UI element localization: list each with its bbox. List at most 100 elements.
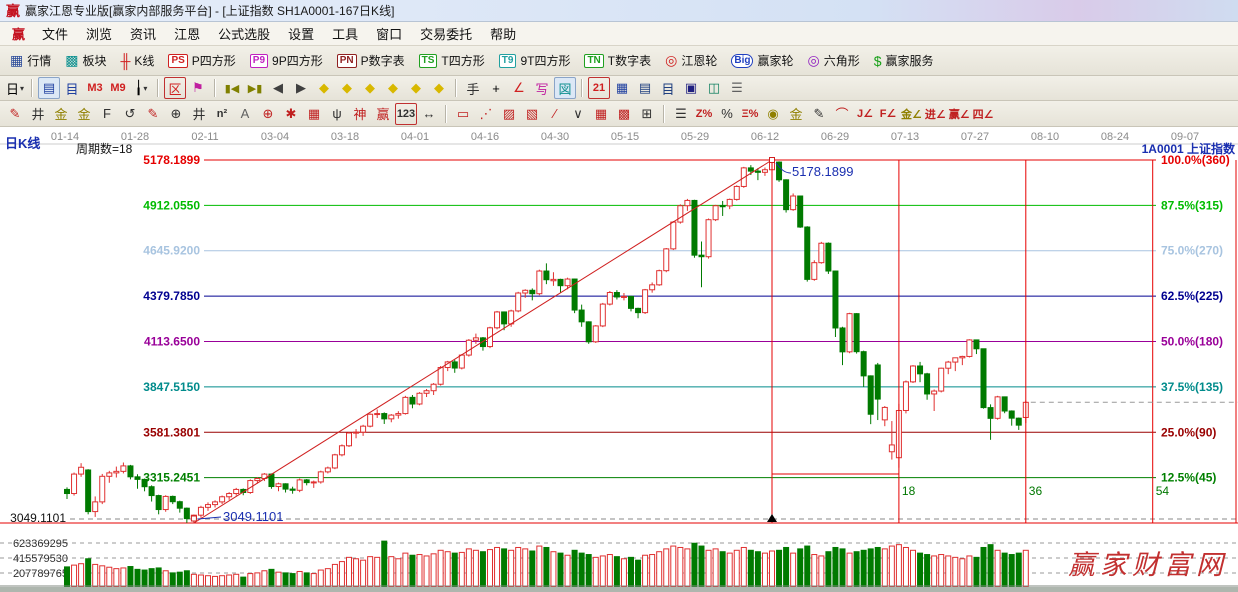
candle-style-icon[interactable]: ╽ ▾ — [134, 80, 148, 95]
menu-item-文件[interactable]: 文件 — [42, 27, 69, 42]
menu-item-公式选股[interactable]: 公式选股 — [218, 27, 271, 42]
nav-prev-icon[interactable]: ◀ — [273, 80, 283, 95]
menu-item-资讯[interactable]: 资讯 — [130, 27, 157, 42]
calendar-icon[interactable]: 21 — [588, 77, 610, 99]
save-icon[interactable]: ▣ — [684, 80, 698, 95]
fib-lines-icon[interactable]: F — [103, 106, 111, 121]
menu-item-江恩[interactable]: 江恩 — [174, 27, 201, 42]
mirror-line-icon[interactable]: A — [240, 106, 250, 121]
radial-web-icon[interactable]: ✱ — [285, 105, 297, 121]
angle-gold-icon[interactable]: 金∠ — [901, 108, 922, 121]
hexagon-button[interactable]: ◎ 六角形 — [802, 49, 866, 72]
percent-tool-icon[interactable]: % — [721, 106, 733, 121]
t-number-table-button[interactable]: TN T数字表 — [578, 49, 657, 72]
menu-item-帮助[interactable]: 帮助 — [490, 27, 517, 42]
grid-fine-icon[interactable]: ▦ — [594, 105, 608, 121]
menu-item-窗口[interactable]: 窗口 — [376, 27, 403, 42]
9t-square-button[interactable]: T9 9T四方形 — [493, 49, 577, 72]
minutes-9-icon[interactable]: M9 — [110, 82, 126, 94]
title-bar[interactable]: 赢 赢家江恩专业版[赢家内部服务平台] - [上证指数 SH1A0001-167… — [0, 0, 1238, 22]
speed-lines-icon[interactable]: ⋰ — [479, 105, 493, 121]
grid-frame-icon[interactable]: ⊞ — [641, 105, 653, 121]
gann-square-shaded-icon[interactable]: ▧ — [525, 105, 539, 121]
gann-box-shaded-icon[interactable]: ▨ — [502, 105, 516, 121]
gold-level-icon[interactable]: 金 — [789, 107, 803, 122]
gann-fan-inward-icon[interactable]: ◆ — [388, 80, 398, 95]
crosshair-icon[interactable]: + — [492, 80, 500, 96]
kline-button[interactable]: ╫ K线 — [115, 49, 161, 72]
angle-j-icon[interactable]: J∠ — [857, 108, 873, 120]
gann-fan-outward-icon[interactable]: ◆ — [411, 80, 421, 95]
mark-pen-icon[interactable]: ✎ — [147, 105, 159, 121]
ying-gann-tool-icon[interactable]: 赢 — [376, 107, 390, 122]
nav-last-icon[interactable]: ▶▮ — [247, 82, 263, 95]
spider-grid-icon[interactable]: ▦ — [307, 105, 321, 121]
span-measure-icon[interactable]: ↔ — [422, 106, 436, 121]
chart-area[interactable]: 01-14 01-28 02-11 03-04 03-18 04-01 04-16 04-30… — [0, 127, 1238, 592]
minutes-3-icon[interactable]: M3 — [87, 82, 103, 94]
9p-square-button[interactable]: P9 9P四方形 — [244, 49, 329, 72]
trend-line-tool-icon[interactable]: ∕ — [553, 106, 557, 121]
winner-wheel-button[interactable]: Big 赢家轮 — [725, 49, 799, 72]
nav-first-icon[interactable]: ▮◀ — [224, 82, 240, 95]
volume-bar — [381, 540, 388, 588]
gold-section-v-icon[interactable]: 金 — [77, 107, 91, 122]
menu-item-交易委托[interactable]: 交易委托 — [420, 27, 473, 42]
zigzag-tool-icon[interactable]: ∨ — [573, 105, 583, 121]
gann-circle-icon[interactable]: ⊕ — [170, 105, 182, 121]
gann-wheel-button[interactable]: ◎ 江恩轮 — [659, 49, 723, 72]
main-chart-icon[interactable]: ▤ — [38, 77, 60, 99]
t-square-button[interactable]: TS T四方形 — [413, 49, 491, 72]
p-number-table-button[interactable]: PN P数字表 — [331, 49, 411, 72]
gann-fan-right-icon[interactable]: ◆ — [342, 80, 352, 95]
menu-item-设置[interactable]: 设置 — [288, 27, 315, 42]
angle-f-icon[interactable]: F∠ — [879, 108, 897, 120]
print-icon[interactable]: ☰ — [731, 80, 743, 95]
spiral-icon[interactable]: ↺ — [124, 105, 136, 121]
menu-item-浏览[interactable]: 浏览 — [86, 27, 113, 42]
gann-fan-all-icon[interactable]: ◆ — [434, 80, 444, 95]
market-quotes-button[interactable]: ▦ 行情 — [4, 49, 57, 72]
shen-gann-tool-icon[interactable]: 神 — [353, 107, 367, 122]
angle-four-icon[interactable]: 四∠ — [972, 108, 994, 121]
calculator-icon[interactable]: ▦ — [615, 80, 629, 95]
gold-section-h-icon[interactable]: 金 — [54, 107, 68, 122]
grid-dense-icon[interactable]: ▩ — [617, 105, 631, 121]
data-table-icon[interactable]: ▤ — [638, 80, 652, 95]
gann-grid-icon[interactable]: 井 — [31, 107, 45, 122]
info-list-icon[interactable]: 目 — [65, 81, 79, 97]
angle-jin-icon[interactable]: 进∠ — [924, 108, 946, 121]
export-data-icon[interactable]: ◫ — [707, 80, 721, 95]
report-doc-icon[interactable]: 目 — [661, 81, 675, 97]
nav-next-icon[interactable]: ▶ — [296, 80, 306, 95]
flag-mark-icon[interactable]: ⚑ — [192, 80, 204, 95]
arc-tool-icon[interactable]: ⌒ — [835, 107, 849, 122]
menu-item-工具[interactable]: 工具 — [332, 27, 359, 42]
gann-box-tool-icon[interactable]: 図 — [554, 77, 576, 99]
winner-service-button[interactable]: $ 赢家服务 — [868, 49, 940, 72]
gold-circle-icon[interactable]: ◉ — [767, 105, 779, 121]
gann-fan-horizontal-icon[interactable]: ◆ — [365, 80, 375, 95]
square-of-nine-icon[interactable]: n² — [216, 107, 228, 120]
price-pen-icon[interactable]: ✎ — [813, 105, 825, 121]
time-grid-icon[interactable]: 井 — [192, 107, 206, 122]
compass-circle-icon[interactable]: ⊕ — [262, 105, 274, 121]
angle-ying-icon[interactable]: 赢∠ — [948, 108, 970, 121]
menu-bar[interactable]: 赢 文件 浏览 资讯 江恩 公式选股 设置 工具 窗口 交易委托 帮助 — [0, 22, 1238, 46]
angle-measure-icon[interactable]: ∠ — [513, 80, 525, 95]
stat-columns-icon[interactable]: ☰ — [675, 105, 687, 121]
hand-drag-icon[interactable]: 手 — [466, 81, 480, 97]
percent-z-icon[interactable]: Z% — [695, 107, 713, 120]
p-square-button[interactable]: PS P四方形 — [162, 49, 241, 72]
ruler-123-icon[interactable]: 123 — [395, 102, 417, 125]
percent-lines-icon[interactable]: Ξ% — [741, 107, 759, 120]
note-tool-icon[interactable]: 写 — [535, 81, 549, 97]
sector-blocks-button[interactable]: ▩ 板块 — [59, 49, 112, 72]
kline-chart-canvas[interactable]: 01-14 01-28 02-11 03-04 03-18 04-01 04-16 04-30… — [0, 127, 1238, 592]
region-select-icon[interactable]: 区 — [164, 77, 186, 99]
draw-pen-icon[interactable]: ✎ — [9, 105, 21, 121]
period-day-icon[interactable]: 日 ▾ — [5, 81, 25, 97]
gann-fan-left-icon[interactable]: ◆ — [319, 80, 329, 95]
pitchfork-icon[interactable]: ψ — [332, 106, 342, 121]
rect-tool-icon[interactable]: ▭ — [456, 105, 470, 121]
